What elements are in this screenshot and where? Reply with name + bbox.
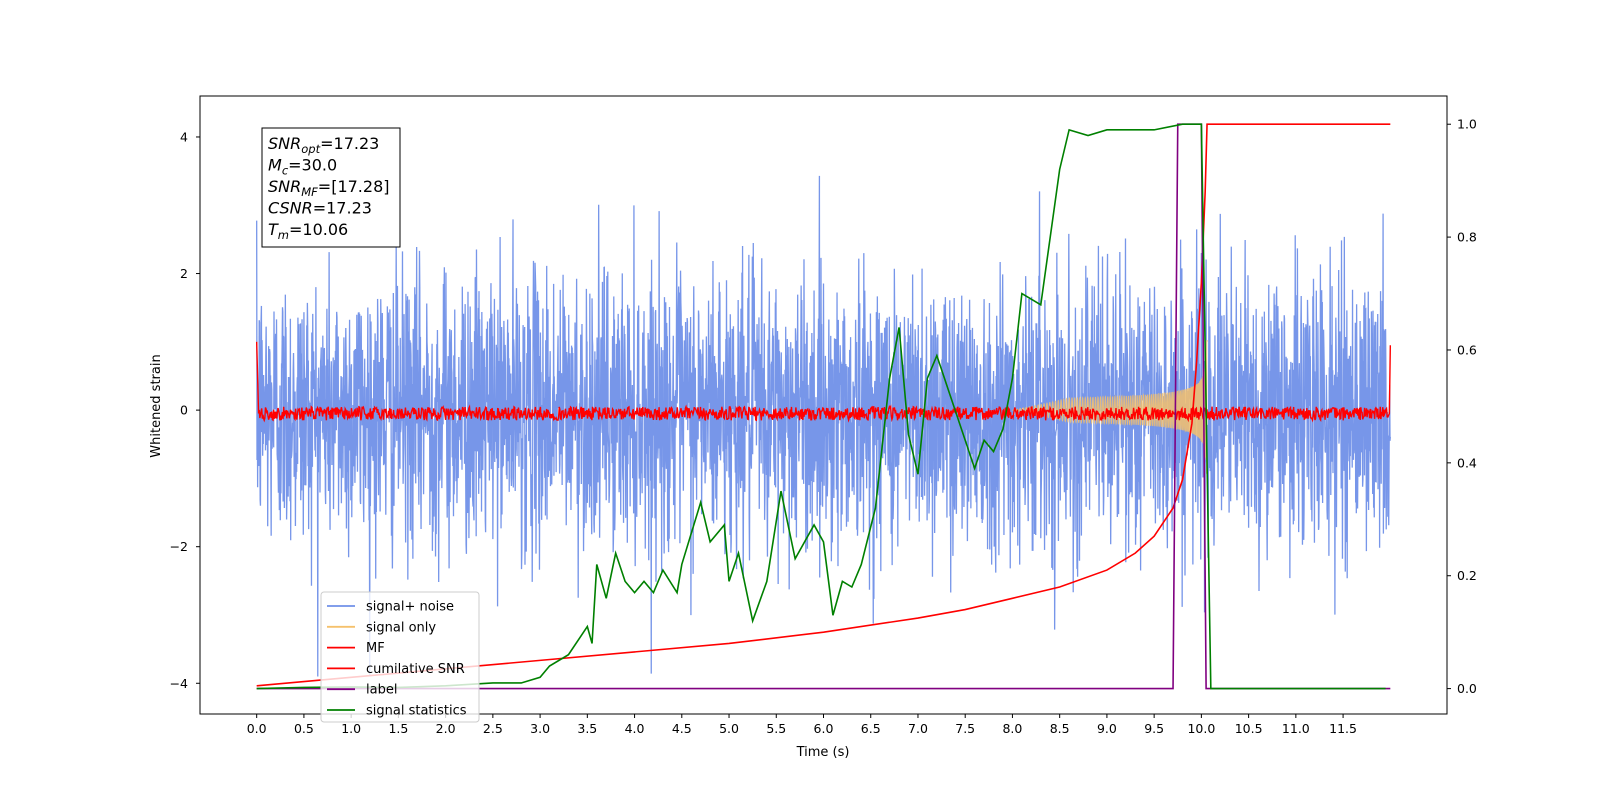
- series-mf: [255, 341, 1392, 423]
- x-tick-label: 2.0: [436, 721, 456, 736]
- x-tick-label: 3.5: [577, 721, 597, 736]
- x-tick-label: 4.0: [625, 721, 645, 736]
- y2-tick-label: 0.2: [1457, 568, 1477, 583]
- x-tick-label: 0.0: [247, 721, 267, 736]
- annotation-box: SNRopt=17.23Mc=30.0SNRMF=[17.28]CSNR=17.…: [261, 127, 401, 248]
- x-tick-label: 0.5: [294, 721, 314, 736]
- x-tick-label: 6.5: [861, 721, 881, 736]
- legend: signal+ noise signal only MF cumilative SNR…: [320, 591, 480, 723]
- legend-label: MF: [366, 641, 385, 656]
- annotation-value: =10.06: [289, 220, 348, 239]
- annotation-value: =17.23: [313, 199, 372, 218]
- annotation-symbol: SNR: [268, 177, 301, 196]
- y2-tick-label: 0.8: [1457, 230, 1477, 245]
- y2-tick-label: 0.4: [1457, 455, 1477, 470]
- x-tick-label: 3.0: [530, 721, 550, 736]
- x-tick-label: 7.0: [908, 721, 928, 736]
- x-tick-label: 8.5: [1050, 721, 1070, 736]
- series-signal-noise: [256, 175, 1391, 677]
- annotation-line: SNRopt=17.23: [268, 134, 379, 156]
- legend-label: signal only: [366, 620, 436, 635]
- x-tick-label: 10.0: [1187, 721, 1215, 736]
- legend-label: cumilative SNR: [366, 662, 465, 677]
- x-tick-label: 5.5: [766, 721, 786, 736]
- x-tick-label: 11.5: [1329, 721, 1357, 736]
- x-tick-label: 4.5: [672, 721, 692, 736]
- axes-layer: 0.0 0.5 1.0 1.5 2.0 2.5 3.0 3.5 4.0 4.5 5.0 5.5 6.0 6…: [170, 117, 1477, 736]
- annotation-symbol: SNR: [268, 134, 301, 153]
- legend-label: signal+ noise: [366, 600, 454, 615]
- annotation-line: Tm=10.06: [268, 220, 348, 242]
- x-tick-label: 10.5: [1235, 721, 1263, 736]
- annotation-frame: [261, 127, 401, 248]
- x-tick-label: 9.5: [1144, 721, 1164, 736]
- annotation-subscript: opt: [301, 142, 320, 156]
- series-signal-statistics: [256, 123, 1386, 690]
- annotation-symbol: M: [268, 156, 282, 175]
- y2-tick-label: 0.0: [1457, 681, 1477, 696]
- y-tick-label: 0: [180, 403, 188, 418]
- annotation-line: Mc=30.0: [268, 156, 337, 178]
- legend-frame: [320, 591, 480, 723]
- y-tick-label: 4: [180, 129, 188, 144]
- y-tick-label: −4: [170, 676, 188, 691]
- y-tick-label: −2: [170, 539, 188, 554]
- legend-label: signal statistics: [366, 704, 467, 719]
- x-tick-label: 9.0: [1097, 721, 1117, 736]
- annotation-value: =17.23: [320, 134, 379, 153]
- legend-label: label: [366, 683, 397, 698]
- annotation-symbol: CSNR: [268, 199, 313, 218]
- x-tick-label: 6.0: [814, 721, 834, 736]
- x-tick-label: 1.5: [388, 721, 408, 736]
- annotation-subscript: MF: [301, 185, 318, 199]
- y2-tick-label: 1.0: [1457, 117, 1477, 132]
- annotation-subscript: c: [282, 164, 289, 178]
- x-tick-label: 11.0: [1282, 721, 1310, 736]
- x-tick-label: 7.5: [955, 721, 975, 736]
- annotation-value: =30.0: [288, 156, 337, 175]
- annotation-subscript: m: [278, 228, 289, 242]
- x-axis-title: Time (s): [796, 745, 850, 760]
- annotation-symbol: T: [268, 220, 279, 239]
- annotation-line: CSNR=17.23: [268, 199, 372, 218]
- y-tick-label: 2: [180, 266, 188, 281]
- x-tick-label: 2.5: [483, 721, 503, 736]
- y-axis-title: Whitened strain: [149, 354, 164, 457]
- x-tick-label: 1.0: [341, 721, 361, 736]
- series-cumilative-snr: [256, 123, 1391, 687]
- x-tick-label: 5.0: [719, 721, 739, 736]
- series-layer: [255, 123, 1392, 690]
- x-tick-label: 8.0: [1002, 721, 1022, 736]
- y2-tick-label: 0.6: [1457, 342, 1477, 357]
- annotation-value: =[17.28]: [318, 177, 390, 196]
- annotation-line: SNRMF=[17.28]: [268, 177, 390, 199]
